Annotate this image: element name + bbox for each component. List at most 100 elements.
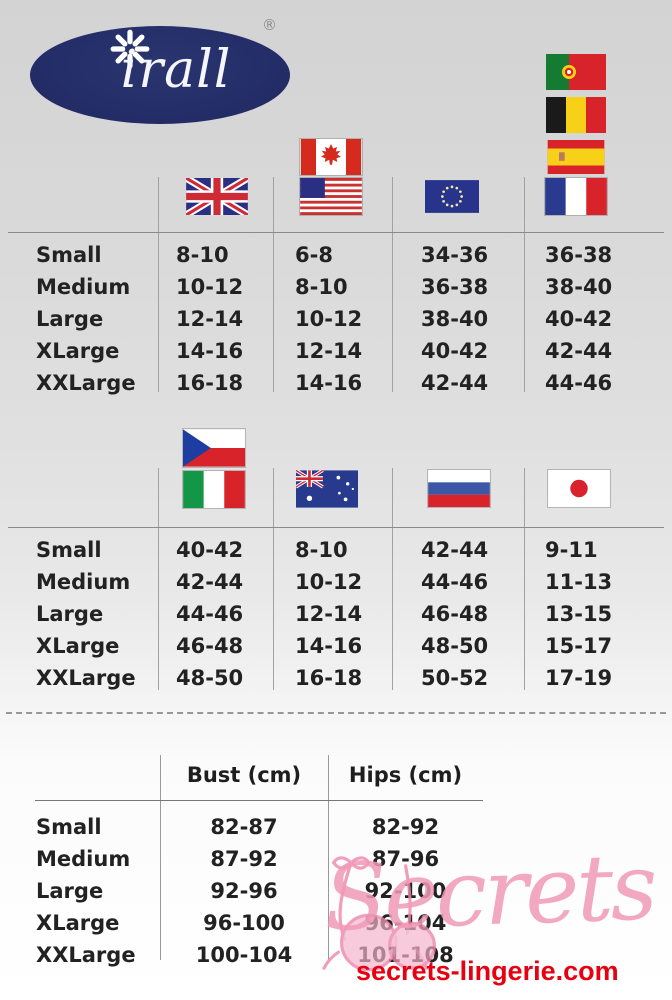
size-label: XLarge	[36, 339, 120, 363]
fr-size: 36-38	[545, 243, 613, 267]
flag-australia-icon	[296, 470, 358, 508]
jp-size: 11-13	[545, 570, 613, 594]
table-row: Large 44-46 12-14 46-48 13-15	[0, 598, 672, 630]
ru-size: 46-48	[421, 602, 489, 626]
table-row: XXLarge 48-50 16-18 50-52 17-19	[0, 662, 672, 694]
eu-size: 38-40	[421, 307, 489, 331]
flag-canada-icon	[299, 138, 363, 176]
size-label: Medium	[36, 570, 131, 594]
table-row: Medium 10-12 8-10 36-38 38-40	[0, 271, 672, 303]
table-row: Medium 87-92 87-96	[0, 843, 672, 875]
cz-it-size: 40-42	[176, 538, 244, 562]
table-row: Small 82-87 82-92	[0, 811, 672, 843]
size-label: Small	[36, 538, 102, 562]
hips-value: 82-92	[371, 815, 440, 839]
table-header-rule	[8, 527, 664, 528]
bust-value: 96-100	[203, 911, 285, 935]
us-size: 6-8	[295, 243, 333, 267]
ru-size: 42-44	[421, 538, 489, 562]
fr-size: 38-40	[545, 275, 613, 299]
au-size: 8-10	[295, 538, 348, 562]
column-divider	[158, 468, 159, 690]
international-size-table-2: Small 40-42 8-10 42-44 9-11 Medium 42-44…	[0, 534, 672, 694]
brand-name: irall	[120, 40, 232, 100]
table-row: XXLarge 16-18 14-16 42-44 44-46	[0, 367, 672, 399]
eu-size: 36-38	[421, 275, 489, 299]
table-row: Large 12-14 10-12 38-40 40-42	[0, 303, 672, 335]
column-divider	[273, 177, 274, 392]
size-label: Medium	[36, 275, 131, 299]
flag-belgium-icon	[546, 97, 606, 133]
size-label: Small	[36, 243, 102, 267]
size-label: XXLarge	[36, 371, 136, 395]
us-size: 14-16	[295, 371, 363, 395]
flag-japan-icon	[547, 469, 611, 508]
bust-value: 82-87	[210, 815, 278, 839]
flag-czech-icon	[182, 428, 246, 468]
table-header-rule	[35, 800, 483, 801]
eu-size: 40-42	[421, 339, 489, 363]
site-url-watermark: secrets-lingerie.com	[356, 956, 619, 986]
measurements-header: Bust (cm) Hips (cm)	[0, 758, 672, 792]
au-size: 10-12	[295, 570, 363, 594]
table-header-rule	[8, 232, 664, 233]
table-row: Small 8-10 6-8 34-36 36-38	[0, 239, 672, 271]
size-label: Large	[36, 879, 104, 903]
flag-portugal-icon	[546, 54, 606, 90]
au-size: 14-16	[295, 634, 363, 658]
registered-trademark: ®	[262, 16, 277, 34]
uk-size: 10-12	[176, 275, 244, 299]
column-divider	[328, 755, 329, 960]
bust-value: 87-92	[210, 847, 278, 871]
bust-value: 92-96	[210, 879, 278, 903]
column-divider	[158, 177, 159, 392]
ru-size: 50-52	[421, 666, 489, 690]
jp-size: 9-11	[545, 538, 598, 562]
table-row: XLarge 14-16 12-14 40-42 42-44	[0, 335, 672, 367]
column-divider	[524, 177, 525, 392]
eu-size: 42-44	[421, 371, 489, 395]
column-divider	[392, 468, 393, 690]
flag-usa-icon	[299, 177, 363, 216]
secrets-watermark: Secrets	[322, 833, 657, 952]
international-size-table-1: Small 8-10 6-8 34-36 36-38 Medium 10-12 …	[0, 239, 672, 399]
size-label: Small	[36, 815, 102, 839]
hips-value: 92-100	[364, 879, 447, 903]
uk-size: 14-16	[176, 339, 244, 363]
size-label: Large	[36, 307, 104, 331]
table-row: Medium 42-44 10-12 44-46 11-13	[0, 566, 672, 598]
uk-size: 8-10	[176, 243, 229, 267]
size-label: Large	[36, 602, 104, 626]
bra-doodle-icon	[322, 856, 436, 972]
ru-size: 48-50	[421, 634, 489, 658]
jp-size: 17-19	[545, 666, 613, 690]
cz-it-size: 42-44	[176, 570, 244, 594]
size-label: XLarge	[36, 911, 120, 935]
flag-uk-icon	[186, 178, 248, 215]
au-size: 16-18	[295, 666, 363, 690]
size-label: Medium	[36, 847, 131, 871]
us-size: 8-10	[295, 275, 348, 299]
jp-size: 15-17	[545, 634, 613, 658]
column-divider	[392, 177, 393, 392]
cz-it-size: 46-48	[176, 634, 244, 658]
column-divider	[273, 468, 274, 690]
flag-spain-icon	[547, 140, 605, 174]
dashed-divider	[6, 712, 666, 714]
table-row: Small 40-42 8-10 42-44 9-11	[0, 534, 672, 566]
us-size: 12-14	[295, 339, 363, 363]
size-label: XLarge	[36, 634, 120, 658]
jp-size: 13-15	[545, 602, 613, 626]
flag-eu-icon	[425, 180, 479, 213]
bust-value: 100-104	[195, 943, 293, 967]
size-label: XXLarge	[36, 666, 136, 690]
us-size: 10-12	[295, 307, 363, 331]
cz-it-size: 44-46	[176, 602, 244, 626]
flag-france-icon	[544, 177, 608, 216]
flag-italy-icon	[182, 470, 246, 509]
column-divider	[160, 755, 161, 960]
fr-size: 44-46	[545, 371, 613, 395]
ru-size: 44-46	[421, 570, 489, 594]
hips-header: Hips (cm)	[348, 763, 463, 787]
